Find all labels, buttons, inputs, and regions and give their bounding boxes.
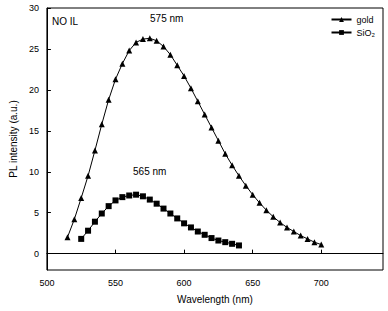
svg-text:Wavelength (nm): Wavelength (nm) [177, 294, 253, 305]
svg-text:600: 600 [177, 278, 192, 288]
svg-text:15: 15 [29, 126, 39, 136]
svg-text:650: 650 [245, 278, 260, 288]
svg-text:20: 20 [29, 85, 39, 95]
svg-text:565 nm: 565 nm [133, 166, 166, 177]
svg-text:10: 10 [29, 167, 39, 177]
svg-text:550: 550 [108, 278, 123, 288]
svg-text:gold: gold [357, 15, 374, 25]
svg-text:30: 30 [29, 3, 39, 13]
svg-text:5: 5 [34, 208, 39, 218]
svg-text:25: 25 [29, 44, 39, 54]
svg-text:575 nm: 575 nm [150, 13, 183, 24]
svg-text:SiO₂: SiO₂ [357, 28, 376, 38]
svg-text:700: 700 [314, 278, 329, 288]
svg-text:500: 500 [39, 278, 54, 288]
svg-text:0: 0 [34, 249, 39, 259]
svg-text:NO IL: NO IL [52, 16, 79, 27]
svg-text:PL intensity (a.u.): PL intensity (a.u.) [8, 100, 19, 177]
